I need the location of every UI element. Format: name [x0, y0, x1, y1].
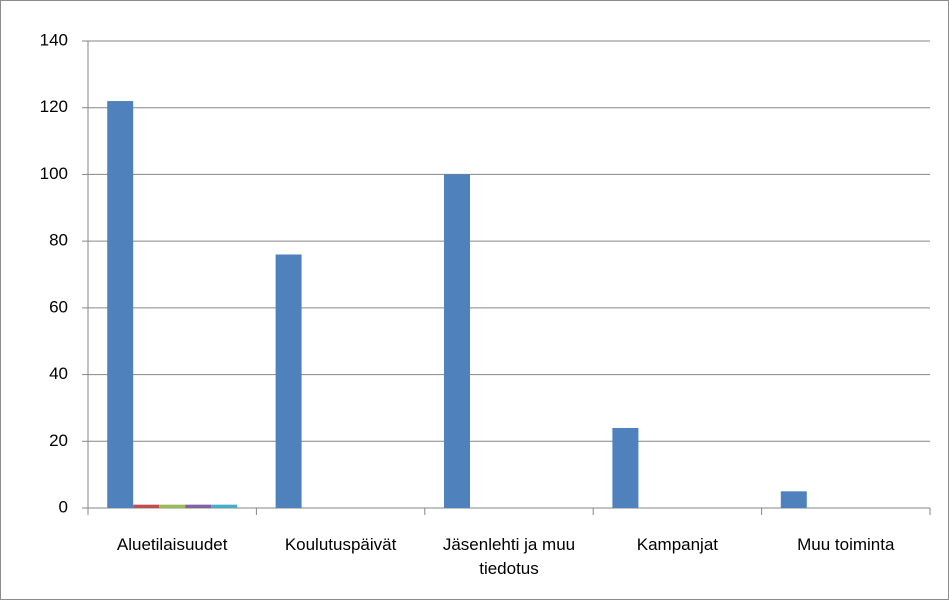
bar [275, 254, 302, 508]
bar [185, 504, 212, 508]
x-tick-label: Aluetilaisuudet [116, 535, 228, 554]
y-tick-label: 40 [49, 364, 68, 383]
y-tick-label: 80 [49, 231, 68, 250]
y-tick-label: 100 [40, 164, 68, 183]
x-tick-label: Koulutuspäivät [284, 535, 397, 554]
x-tick-label: Muu toiminta [797, 535, 895, 554]
y-tick-label: 120 [40, 97, 68, 116]
y-tick-label: 0 [59, 497, 68, 516]
y-tick-label: 140 [40, 30, 68, 49]
bar [780, 491, 807, 508]
bar [444, 174, 470, 508]
bar [612, 427, 639, 508]
bar [211, 504, 238, 508]
bar [133, 504, 160, 508]
bar [159, 504, 186, 508]
y-tick-label: 60 [49, 297, 68, 316]
bar [107, 101, 134, 509]
x-tick-label: Jäsenlehti ja muu tiedotus [442, 535, 576, 578]
y-tick-label: 20 [49, 431, 68, 450]
x-tick-label: Kampanjat [636, 535, 719, 554]
